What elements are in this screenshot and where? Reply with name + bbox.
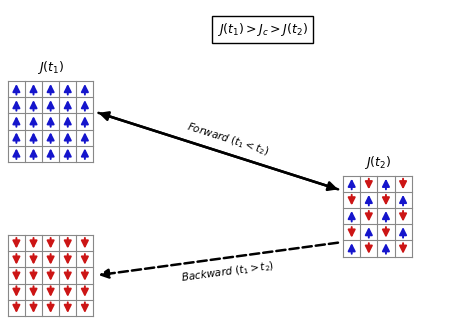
Text: $J(t_1)$: $J(t_1)$ [37, 60, 64, 77]
Text: $J(t_1) > J_c > J(t_2)$: $J(t_1) > J_c > J(t_2)$ [216, 21, 307, 38]
Text: Backward $(t_1 > t_2)$: Backward $(t_1 > t_2)$ [180, 259, 275, 285]
Text: Forward $(t_1 < t_2)$: Forward $(t_1 < t_2)$ [185, 120, 270, 159]
Text: $J(t_2)$: $J(t_2)$ [363, 154, 390, 171]
